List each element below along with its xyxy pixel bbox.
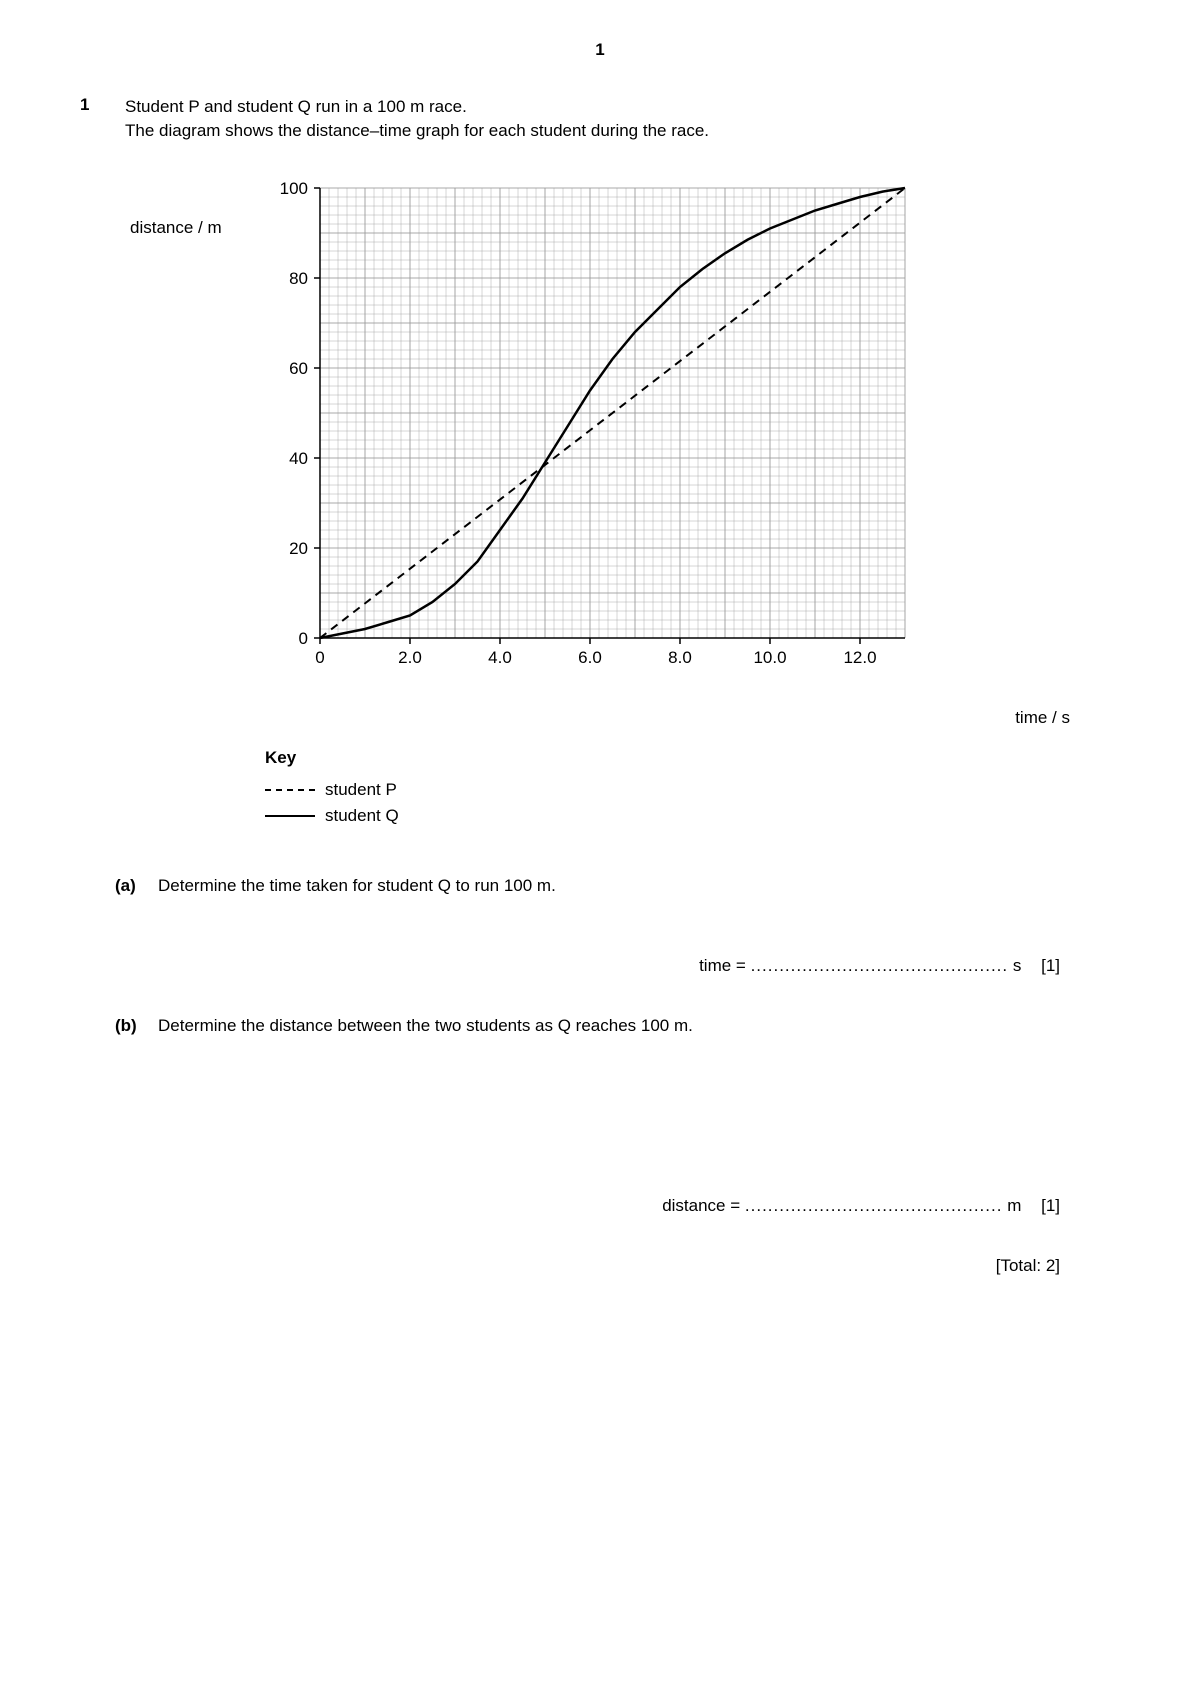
answer-a-unit: s [1013,956,1022,975]
svg-text:0: 0 [315,648,324,667]
svg-text:8.0: 8.0 [668,648,692,667]
solid-line-icon [265,815,315,817]
answer-a-prefix: time = [699,956,746,975]
answer-a-marks: [1] [1041,956,1060,975]
page-number: 1 [80,40,1120,60]
legend-label-q: student Q [325,806,399,826]
question-line-1: Student P and student Q run in a 100 m r… [125,95,1120,119]
answer-b-prefix: distance = [662,1196,740,1215]
answer-b-unit: m [1007,1196,1021,1215]
svg-text:2.0: 2.0 [398,648,422,667]
question-text: Student P and student Q run in a 100 m r… [125,95,1120,143]
svg-text:100: 100 [280,179,308,198]
legend: Key student P student Q [265,748,1120,826]
svg-text:40: 40 [289,449,308,468]
svg-text:20: 20 [289,539,308,558]
part-a-answer-line: time = .................................… [80,956,1060,976]
legend-item-q: student Q [265,806,1120,826]
y-axis-label: distance / m [130,218,222,238]
legend-label-p: student P [325,780,397,800]
answer-b-dots: ........................................… [745,1196,1003,1215]
svg-text:60: 60 [289,359,308,378]
answer-a-dots: ........................................… [751,956,1009,975]
part-a: (a) Determine the time taken for student… [115,876,1120,896]
svg-text:12.0: 12.0 [843,648,876,667]
answer-b-marks: [1] [1041,1196,1060,1215]
distance-time-graph: 0 2.0 4.0 6.0 8.0 10.0 12.0 0 20 40 60 80 100 [265,178,985,688]
question-line-2: The diagram shows the distance–time grap… [125,119,1120,143]
question-block: 1 Student P and student Q run in a 100 m… [80,95,1120,143]
part-a-text: Determine the time taken for student Q t… [158,876,556,896]
part-b-text: Determine the distance between the two s… [158,1016,693,1036]
svg-text:0: 0 [299,629,308,648]
svg-text:4.0: 4.0 [488,648,512,667]
legend-title: Key [265,748,1120,768]
x-axis-label: time / s [1015,708,1070,728]
part-a-label: (a) [115,876,143,896]
dashed-line-icon [265,789,315,791]
svg-text:10.0: 10.0 [753,648,786,667]
part-b-answer-line: distance = .............................… [80,1196,1060,1216]
part-b-label: (b) [115,1016,143,1036]
legend-item-p: student P [265,780,1120,800]
total-marks: [Total: 2] [80,1256,1060,1276]
graph-container: distance / m 02.04.06.08.010.012.0020406… [140,178,1120,693]
svg-text:80: 80 [289,269,308,288]
svg-text:6.0: 6.0 [578,648,602,667]
question-number: 1 [80,95,100,143]
part-b: (b) Determine the distance between the t… [115,1016,1120,1036]
